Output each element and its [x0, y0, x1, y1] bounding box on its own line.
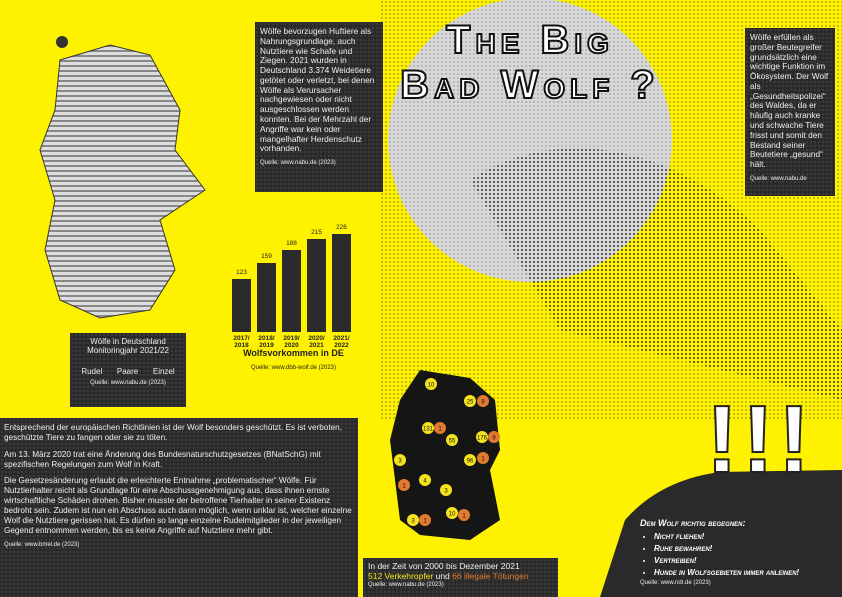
marker [488, 431, 500, 443]
category-label: 2020/ 2021 [308, 335, 325, 350]
ecology-box: Wölfe erfüllen als großer Beutegreifer g… [745, 28, 835, 196]
marker-label: 1 [423, 519, 427, 525]
ecology-text: Wölfe erfüllen als großer Beutegreifer g… [750, 32, 829, 170]
marker [458, 509, 470, 521]
marker [477, 452, 489, 464]
bar [332, 234, 351, 332]
source: Quelle: www.bmel.de (2023) [4, 542, 80, 549]
marker-label: 1 [462, 514, 466, 520]
value-label: 215 [311, 228, 322, 236]
paragraph: Am 13. März 2020 trat eine Änderung des … [4, 449, 321, 469]
bar [307, 238, 326, 332]
marker-label: 10 [428, 383, 435, 389]
and: und [435, 571, 450, 581]
marker [464, 454, 476, 466]
category-label: 2021/ 2022 [333, 335, 350, 350]
advice-item: Ruhe bewahren! [654, 544, 835, 553]
advice-box: Dem Wolf richtig begegnen: Nicht fliehen… [640, 518, 835, 586]
marker [422, 422, 434, 434]
advice-title: Dem Wolf richtig begegnen: [640, 518, 746, 528]
marker [476, 431, 488, 443]
deaths-intro: In der Zeit von 2000 bis Dezember 2021 [368, 561, 520, 571]
marker [419, 514, 431, 526]
chart-title: Wolfsvorkommen in DE [243, 348, 344, 358]
marker-label: 8 [481, 400, 485, 406]
marker-label: 55 [449, 439, 456, 445]
bar [282, 250, 301, 332]
marker-label: 3 [411, 519, 415, 525]
marker-label: 131 [423, 427, 434, 433]
marker-label: 176 [477, 436, 488, 442]
category-label: 2017/ 2018 [233, 335, 250, 350]
value-label: 159 [261, 253, 272, 261]
marker [419, 474, 431, 486]
diet-text: Wölfe bevorzugen Huftiere als Nahrungsgr… [260, 26, 375, 154]
legend-title: Wölfe in Deutschland [90, 337, 166, 346]
marker [440, 484, 452, 496]
source: Quelle: www.nabu.de (2023) [368, 582, 444, 588]
marker-label: 9 [492, 436, 496, 442]
legend-items: Rudel Paare Einzel [74, 367, 182, 376]
source: Quelle: www.nabu.de (2023) [260, 160, 336, 167]
marker [394, 454, 406, 466]
source: Quelle: www.nabu.de (2023) [90, 380, 166, 386]
marker [425, 378, 437, 390]
source: Quelle: www.ndr.de (2023) [640, 580, 711, 586]
marker-label: 96 [467, 459, 474, 465]
law-box: Entsprechend der europäischen Richtlinie… [0, 418, 358, 597]
marker [434, 422, 446, 434]
legend-subtitle: Monitoringjahr 2021/22 [87, 346, 169, 355]
deaths-box: In der Zeit von 2000 bis Dezember 2021 5… [363, 558, 558, 597]
marker [398, 479, 410, 491]
illegal-count: 66 illegale Tötungen [452, 571, 529, 581]
map-legend: Wölfe in Deutschland Monitoringjahr 2021… [70, 333, 186, 407]
title: The Big Bad Wolf ? [399, 17, 660, 108]
advice-item: Nicht fliehen! [654, 532, 835, 541]
traffic-count: 512 Verkehropfer [368, 571, 434, 581]
paragraph: Entsprechend der europäischen Richtlinie… [4, 423, 342, 442]
marker-label: 1 [481, 457, 485, 463]
advice-item: Vertreiben! [654, 556, 835, 565]
marker [446, 434, 458, 446]
marker [477, 395, 489, 407]
bar [232, 278, 251, 332]
bar-chart: Wolfsvorkommen in DE Quelle: www.dbb-wol… [226, 210, 361, 380]
marker [446, 507, 458, 519]
marker [464, 395, 476, 407]
marker-label: 4 [423, 479, 427, 485]
marker-label: 1 [402, 484, 406, 490]
category-label: 2019/ 2020 [283, 335, 300, 350]
marker-label: 10 [449, 512, 456, 518]
category-label: 2018/ 2019 [258, 335, 275, 350]
bar [257, 263, 276, 332]
exclaim: !!! [705, 385, 814, 494]
marker [407, 514, 419, 526]
paragraph: Die Gesetzesänderung erlaubt die erleich… [4, 476, 352, 535]
legend-item: Paare [116, 367, 139, 376]
chart-source: Quelle: www.dbb-wolf.de (2023) [250, 365, 337, 371]
marker-label: 3 [444, 489, 448, 495]
diet-box: Wölfe bevorzugen Huftiere als Nahrungsgr… [255, 22, 383, 192]
legend-item: Rudel [81, 367, 103, 376]
marker-label: 1 [438, 427, 442, 433]
value-label: 188 [286, 240, 297, 248]
marker-label: 25 [467, 400, 474, 406]
marker-label: 3 [398, 459, 402, 465]
value-label: 123 [236, 268, 247, 276]
value-label: 226 [336, 224, 347, 231]
source: Quelle: www.nabu.de [750, 175, 807, 182]
advice-item: Hunde in Wolfsgebieten immer anleinen! [654, 568, 835, 577]
law-paragraphs: Entsprechend der europäischen Richtlinie… [4, 423, 354, 535]
legend-item: Einzel [152, 367, 175, 376]
